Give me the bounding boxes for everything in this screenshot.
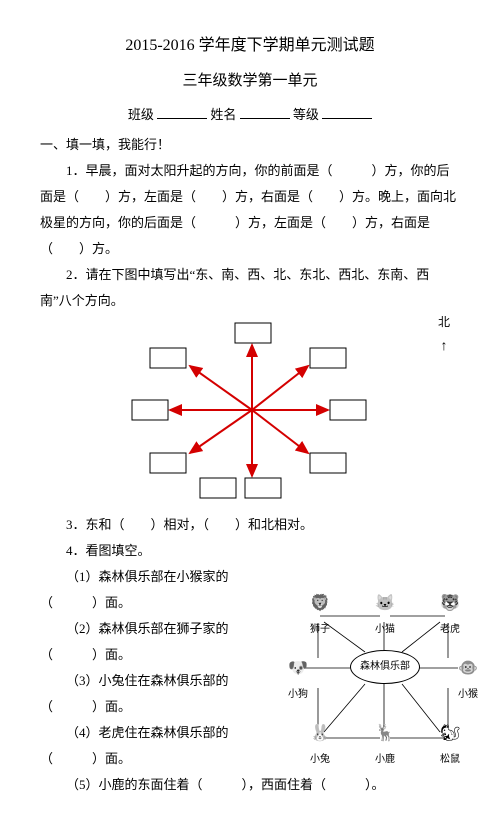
animal-icon: 🐿 xyxy=(430,718,470,750)
q4-item-5: （5）小鹿的东面住着（ ），西面住着（ ）。 xyxy=(40,772,460,798)
animal-icon: 🐰 xyxy=(300,718,340,750)
question-4-head: 4．看图填空。 xyxy=(40,538,460,564)
animal-label: 小狗 xyxy=(288,689,308,700)
question-3: 3．东和（ ）相对，（ ）和北相对。 xyxy=(40,512,460,538)
animal-icon: 🦌 xyxy=(365,718,405,750)
page: 2015-2016 学年度下学期单元测试题 三年级数学第一单元 班级 姓名 等级… xyxy=(0,0,500,818)
animal-小猴: 🐵 小猴 xyxy=(448,653,488,705)
question-1: 1．早晨，面对太阳升起的方向，你的前面是（ ）方，你的后面是（ ）方，左面是（ … xyxy=(40,158,460,262)
animal-label: 松鼠 xyxy=(440,754,460,765)
north-indicator: 北 ↑ xyxy=(438,310,450,358)
label-name: 姓名 xyxy=(210,107,236,122)
animal-icon: 🐵 xyxy=(448,653,488,685)
animal-label: 小猴 xyxy=(458,689,478,700)
animal-label: 小鹿 xyxy=(375,754,395,765)
north-arrow-icon: ↑ xyxy=(440,339,447,354)
q4-item-2: （2）森林俱乐部在狮子家的（ ）面。 xyxy=(40,616,260,668)
q4-item-4: （4）老虎住在森林俱乐部的（ ）面。 xyxy=(40,720,260,772)
animal-小狗: 🐶 小狗 xyxy=(278,653,318,705)
animal-松鼠: 🐿 松鼠 xyxy=(430,718,470,770)
animal-label: 老虎 xyxy=(440,624,460,635)
section-1-head: 一、填一填，我能行！ xyxy=(40,132,460,158)
animal-icon: 🐶 xyxy=(278,653,318,685)
question-2: 2．请在下图中填写出“东、南、西、北、东北、西北、东南、西南”八个方向。 xyxy=(40,262,460,314)
blank-class xyxy=(157,105,207,119)
blank-name xyxy=(240,105,290,119)
animal-icon: 🦁 xyxy=(300,588,340,620)
animal-label: 小兔 xyxy=(310,754,330,765)
question-4-text: （1）森林俱乐部在小猴家的（ ）面。 （2）森林俱乐部在狮子家的（ ）面。 （3… xyxy=(40,564,260,798)
animal-小兔: 🐰 小兔 xyxy=(300,718,340,770)
north-label: 北 xyxy=(438,315,450,329)
animal-label: 小猫 xyxy=(375,624,395,635)
blank-grade xyxy=(322,105,372,119)
label-class: 班级 xyxy=(128,107,154,122)
q4-item-1: （1）森林俱乐部在小猴家的（ ）面。 xyxy=(40,564,260,616)
compass-figure: 北 ↑ xyxy=(120,318,380,508)
club-label: 森林俱乐部 xyxy=(350,650,420,684)
animal-icon: 🐯 xyxy=(430,588,470,620)
question-4-wrap: （1）森林俱乐部在小猴家的（ ）面。 （2）森林俱乐部在狮子家的（ ）面。 （3… xyxy=(40,564,460,798)
animal-label: 狮子 xyxy=(310,624,330,635)
title-year: 2015-2016 学年度下学期单元测试题 xyxy=(40,30,460,62)
q4-item-3: （3）小兔住在森林俱乐部的（ ）面。 xyxy=(40,668,260,720)
animal-小鹿: 🦌 小鹿 xyxy=(365,718,405,770)
animal-老虎: 🐯 老虎 xyxy=(430,588,470,640)
meta-line: 班级 姓名 等级 xyxy=(40,102,460,128)
animal-icon: 🐱 xyxy=(365,588,405,620)
animal-小猫: 🐱 小猫 xyxy=(365,588,405,640)
compass-svg xyxy=(120,318,380,508)
animal-狮子: 🦁 狮子 xyxy=(300,588,340,640)
label-grade: 等级 xyxy=(293,107,319,122)
title-unit: 三年级数学第一单元 xyxy=(40,66,460,96)
q4-figure: 森林俱乐部 🦁狮子🐱小猫🐯老虎🐶小狗🐵小猴🐰小兔🦌小鹿🐿松鼠 xyxy=(280,588,480,758)
